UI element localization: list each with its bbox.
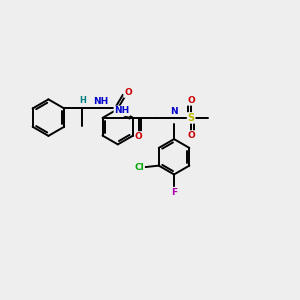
Text: NH: NH xyxy=(93,97,109,106)
Text: F: F xyxy=(171,188,177,196)
Text: H: H xyxy=(79,96,86,105)
Text: O: O xyxy=(187,96,195,105)
Text: N: N xyxy=(170,107,178,116)
Text: O: O xyxy=(135,132,142,141)
Text: NH: NH xyxy=(114,106,130,115)
Text: S: S xyxy=(188,113,195,123)
Text: Cl: Cl xyxy=(134,163,144,172)
Text: O: O xyxy=(124,88,132,97)
Text: O: O xyxy=(187,131,195,140)
